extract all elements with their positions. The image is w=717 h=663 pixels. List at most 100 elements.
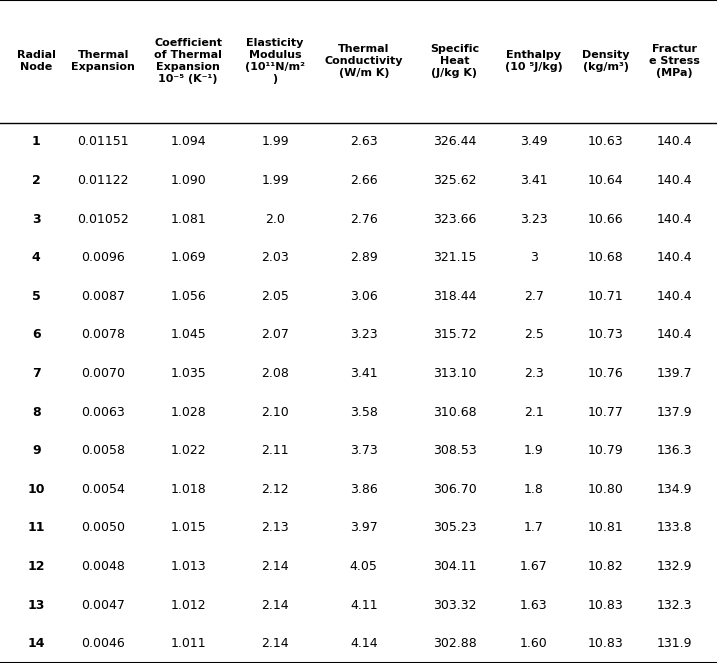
Text: 140.4: 140.4 (657, 135, 693, 149)
Text: 2.3: 2.3 (524, 367, 543, 380)
Text: Fractur
e Stress
(MPa): Fractur e Stress (MPa) (650, 44, 700, 78)
Text: 140.4: 140.4 (657, 174, 693, 187)
Text: 12: 12 (27, 560, 45, 573)
Text: 2.63: 2.63 (350, 135, 378, 149)
Text: 140.4: 140.4 (657, 251, 693, 265)
Text: 1.8: 1.8 (524, 483, 543, 496)
Text: 302.88: 302.88 (432, 637, 476, 650)
Text: 10.81: 10.81 (588, 521, 624, 534)
Text: 132.9: 132.9 (657, 560, 693, 573)
Text: 0.0050: 0.0050 (81, 521, 125, 534)
Text: Density
(kg/m³): Density (kg/m³) (581, 50, 630, 72)
Text: 326.44: 326.44 (433, 135, 476, 149)
Text: 3.41: 3.41 (520, 174, 548, 187)
Text: 11: 11 (27, 521, 45, 534)
Text: Thermal
Conductivity
(W/m K): Thermal Conductivity (W/m K) (325, 44, 403, 78)
Text: 10.80: 10.80 (588, 483, 624, 496)
Text: 133.8: 133.8 (657, 521, 693, 534)
Text: 1.069: 1.069 (171, 251, 206, 265)
Text: 2.14: 2.14 (261, 637, 289, 650)
Text: 136.3: 136.3 (657, 444, 693, 457)
Text: 140.4: 140.4 (657, 290, 693, 303)
Text: 1.012: 1.012 (171, 599, 206, 611)
Text: 2.10: 2.10 (261, 406, 289, 418)
Text: 3.06: 3.06 (350, 290, 378, 303)
Text: 1.60: 1.60 (520, 637, 548, 650)
Text: 10.82: 10.82 (588, 560, 624, 573)
Text: 0.0063: 0.0063 (81, 406, 125, 418)
Text: 1.094: 1.094 (171, 135, 206, 149)
Text: 2: 2 (32, 174, 41, 187)
Text: 10.73: 10.73 (588, 328, 624, 341)
Text: 0.0054: 0.0054 (81, 483, 125, 496)
Text: 10.83: 10.83 (588, 599, 624, 611)
Text: 6: 6 (32, 328, 41, 341)
Text: 321.15: 321.15 (432, 251, 476, 265)
Text: 4.05: 4.05 (350, 560, 378, 573)
Text: 3: 3 (530, 251, 538, 265)
Text: 140.4: 140.4 (657, 328, 693, 341)
Text: 0.0058: 0.0058 (81, 444, 125, 457)
Text: 315.72: 315.72 (432, 328, 476, 341)
Text: 4.14: 4.14 (350, 637, 378, 650)
Text: Enthalpy
(10 ⁵J/kg): Enthalpy (10 ⁵J/kg) (505, 50, 563, 72)
Text: 1.018: 1.018 (170, 483, 206, 496)
Text: 2.08: 2.08 (261, 367, 289, 380)
Text: 4: 4 (32, 251, 41, 265)
Text: 3.97: 3.97 (350, 521, 378, 534)
Text: 10.79: 10.79 (588, 444, 624, 457)
Text: 1.9: 1.9 (524, 444, 543, 457)
Text: 306.70: 306.70 (432, 483, 476, 496)
Text: 0.01052: 0.01052 (77, 213, 129, 225)
Text: 2.1: 2.1 (524, 406, 543, 418)
Text: 2.89: 2.89 (350, 251, 378, 265)
Text: 0.01122: 0.01122 (77, 174, 129, 187)
Text: 0.0096: 0.0096 (81, 251, 125, 265)
Text: 10.77: 10.77 (588, 406, 624, 418)
Text: 2.66: 2.66 (350, 174, 378, 187)
Text: 131.9: 131.9 (657, 637, 693, 650)
Text: 1.081: 1.081 (170, 213, 206, 225)
Text: 1.090: 1.090 (170, 174, 206, 187)
Text: 13: 13 (27, 599, 45, 611)
Text: 8: 8 (32, 406, 41, 418)
Text: 0.0078: 0.0078 (81, 328, 125, 341)
Text: Thermal
Expansion: Thermal Expansion (71, 50, 135, 72)
Text: 3.49: 3.49 (520, 135, 548, 149)
Text: 2.13: 2.13 (261, 521, 289, 534)
Text: 0.0047: 0.0047 (81, 599, 125, 611)
Text: 2.7: 2.7 (524, 290, 543, 303)
Text: 1.028: 1.028 (170, 406, 206, 418)
Text: Coefficient
of Thermal
Expansion
10⁻⁵ (K⁻¹): Coefficient of Thermal Expansion 10⁻⁵ (K… (154, 38, 222, 84)
Text: 2.11: 2.11 (261, 444, 289, 457)
Text: 1.013: 1.013 (171, 560, 206, 573)
Text: 10.76: 10.76 (588, 367, 624, 380)
Text: 308.53: 308.53 (432, 444, 476, 457)
Text: 1.99: 1.99 (261, 135, 289, 149)
Text: 0.0070: 0.0070 (81, 367, 125, 380)
Text: 10.66: 10.66 (588, 213, 623, 225)
Text: 14: 14 (27, 637, 45, 650)
Text: 2.12: 2.12 (261, 483, 289, 496)
Text: Radial
Node: Radial Node (16, 50, 56, 72)
Text: 1.022: 1.022 (171, 444, 206, 457)
Text: 305.23: 305.23 (432, 521, 476, 534)
Text: 323.66: 323.66 (433, 213, 476, 225)
Text: 0.0046: 0.0046 (81, 637, 125, 650)
Text: 1.011: 1.011 (171, 637, 206, 650)
Text: 4.11: 4.11 (350, 599, 378, 611)
Text: 1.67: 1.67 (520, 560, 548, 573)
Text: 1.035: 1.035 (170, 367, 206, 380)
Text: 313.10: 313.10 (432, 367, 476, 380)
Text: 1.99: 1.99 (261, 174, 289, 187)
Text: 1.7: 1.7 (524, 521, 543, 534)
Text: 10.64: 10.64 (588, 174, 623, 187)
Text: 7: 7 (32, 367, 41, 380)
Text: 10.68: 10.68 (588, 251, 624, 265)
Text: 1.63: 1.63 (520, 599, 548, 611)
Text: 325.62: 325.62 (432, 174, 476, 187)
Text: 3.73: 3.73 (350, 444, 378, 457)
Text: 134.9: 134.9 (657, 483, 693, 496)
Text: 10.83: 10.83 (588, 637, 624, 650)
Text: 0.0048: 0.0048 (81, 560, 125, 573)
